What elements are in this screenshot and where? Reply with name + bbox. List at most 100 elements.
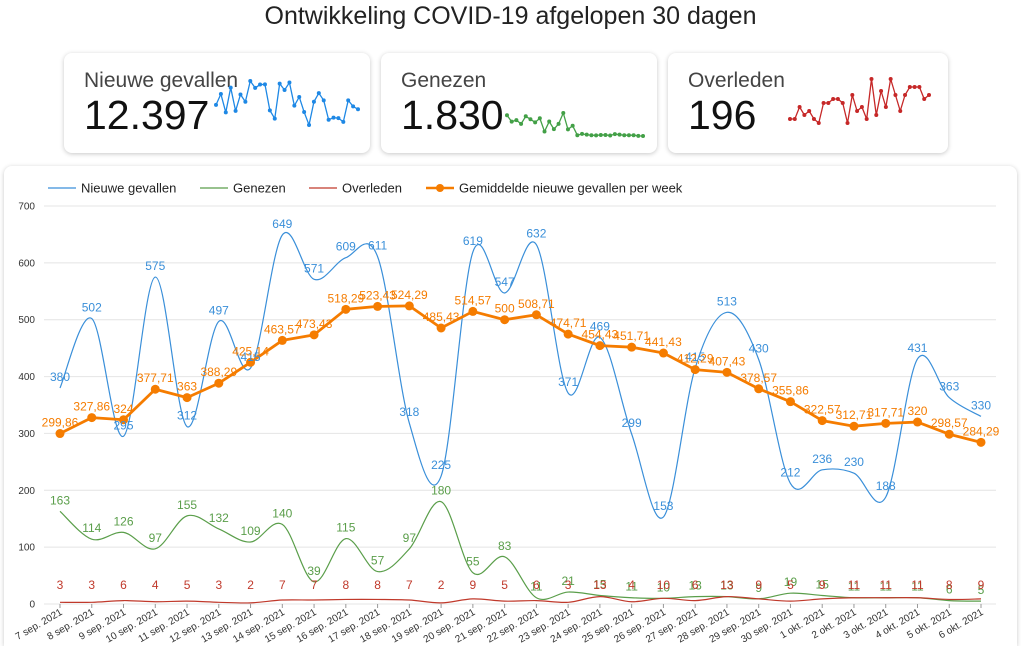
sparkline-point [603, 132, 608, 137]
average-point[interactable] [373, 301, 383, 311]
sparkline-point [243, 99, 248, 104]
legend-item[interactable]: Overleden [309, 181, 402, 196]
data-label: 407,43 [709, 354, 746, 368]
sparkline-point [617, 132, 622, 137]
sparkline-point [533, 120, 538, 125]
average-point[interactable] [817, 416, 827, 426]
sparkline-path [790, 78, 930, 125]
average-point[interactable] [754, 384, 764, 394]
y-tick-label: 200 [18, 486, 35, 497]
data-label: 9 [819, 578, 826, 592]
data-label: 312,71 [836, 408, 873, 422]
average-point[interactable] [309, 330, 319, 340]
average-point[interactable] [595, 341, 605, 351]
average-point[interactable] [785, 397, 795, 407]
sparkline-point [859, 105, 864, 109]
sparkline-point [277, 81, 282, 86]
data-label: 11 [625, 580, 638, 594]
sparkline-point [238, 92, 243, 97]
kpi-sparkline [214, 79, 360, 128]
y-tick-label: 500 [18, 315, 35, 326]
sparkline-point [351, 104, 356, 109]
data-label: 11 [848, 578, 861, 592]
average-point[interactable] [87, 413, 97, 423]
average-point[interactable] [436, 323, 446, 333]
average-point[interactable] [404, 301, 414, 311]
data-label: 6 [692, 578, 699, 592]
sparkline-point [864, 117, 869, 121]
data-label: 2 [438, 578, 445, 592]
average-point[interactable] [182, 393, 192, 403]
data-label: 163 [50, 493, 70, 507]
sparkline-point [622, 133, 627, 138]
average-point[interactable] [976, 437, 986, 447]
sparkline-point [282, 88, 287, 93]
average-point[interactable] [722, 367, 732, 377]
kpi-card-new-cases: Nieuwe gevallen 12.397 [64, 53, 370, 153]
data-label: 497 [209, 303, 229, 317]
average-point[interactable] [531, 310, 541, 320]
sparkline-point [598, 132, 603, 137]
sparkline-point [879, 89, 884, 93]
average-point[interactable] [214, 378, 224, 388]
sparkline-point [584, 132, 589, 137]
page-title: Ontwikkeling COVID-19 afgelopen 30 dagen [264, 2, 757, 30]
data-label: 355,86 [772, 384, 809, 398]
data-label: 4 [152, 578, 159, 592]
average-point[interactable] [500, 315, 510, 325]
sparkline-point [570, 123, 575, 128]
kpi-value: 196 [688, 92, 757, 138]
average-point[interactable] [658, 348, 668, 358]
sparkline-point [316, 91, 321, 96]
sparkline-point [287, 80, 292, 85]
average-point[interactable] [912, 417, 922, 427]
data-label: 57 [371, 554, 385, 568]
average-point[interactable] [944, 429, 954, 439]
average-point[interactable] [849, 421, 859, 431]
data-label: 11 [879, 578, 892, 592]
average-point[interactable] [277, 335, 287, 345]
average-point[interactable] [341, 304, 351, 314]
data-label: 9 [470, 578, 477, 592]
sparkline-point [272, 116, 277, 121]
average-point[interactable] [881, 418, 891, 428]
data-label: 320 [907, 404, 927, 418]
sparkline-point [248, 79, 253, 83]
data-label: 9 [755, 581, 762, 595]
sparkline-point [214, 102, 218, 107]
sparkline-point [258, 82, 263, 87]
sparkline-point [893, 93, 898, 97]
sparkline-point [845, 121, 850, 125]
average-point[interactable] [563, 329, 573, 339]
sparkline-point [218, 92, 223, 97]
legend-item[interactable]: Gemiddelde nieuwe gevallen per week [426, 181, 683, 196]
data-label: 15 [816, 577, 830, 591]
data-label: 6 [946, 583, 953, 597]
sparkline-point [341, 119, 346, 124]
data-label: 317,71 [867, 405, 904, 419]
data-label: 97 [403, 531, 417, 545]
kpi-value: 12.397 [84, 92, 210, 138]
legend-item[interactable]: Nieuwe gevallen [48, 181, 176, 196]
average-point[interactable] [468, 306, 478, 316]
data-label: 363 [939, 380, 959, 394]
series-line [59, 595, 982, 604]
sparkline-point [903, 93, 908, 97]
average-point[interactable] [246, 357, 256, 367]
sparkline-point [556, 121, 561, 126]
average-point[interactable] [627, 342, 637, 352]
data-label: 21 [561, 574, 575, 588]
average-point[interactable] [150, 384, 160, 394]
sparkline-point [519, 121, 524, 126]
data-label: 114 [82, 521, 101, 535]
data-label: 371 [558, 375, 578, 389]
legend-item[interactable]: Genezen [200, 181, 286, 196]
data-label: 649 [272, 217, 292, 231]
average-point[interactable] [690, 365, 700, 375]
data-label: 299 [622, 416, 642, 430]
average-point[interactable] [119, 415, 129, 425]
legend-label: Overleden [342, 181, 402, 196]
data-label: 4 [628, 578, 635, 592]
average-point[interactable] [55, 429, 65, 439]
